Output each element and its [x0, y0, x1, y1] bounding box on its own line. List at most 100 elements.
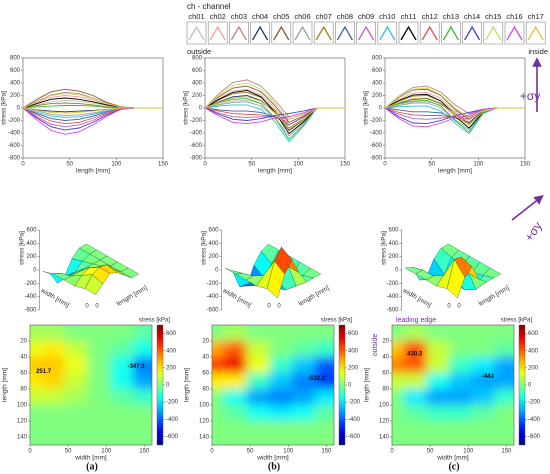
heatmap-cell — [41, 421, 65, 445]
heatmap-cell — [41, 325, 65, 342]
y-tick-label: 100 — [17, 403, 28, 409]
heatmap-cells — [212, 325, 334, 445]
heatmap-cell — [246, 325, 270, 342]
heatmap-cell — [494, 389, 514, 406]
heatmap-cell — [472, 373, 496, 390]
z-tick-label: 400 — [208, 241, 219, 247]
legend-label: ch07 — [316, 12, 332, 21]
heatmap-cell — [403, 357, 427, 374]
z-tick-label: 200 — [388, 254, 399, 260]
heatmap-cell — [292, 421, 316, 445]
z-axis-label: stress [kPa] — [381, 231, 388, 265]
annotation: +σy — [520, 89, 540, 103]
colorbar-tick-label: 0 — [348, 383, 352, 389]
legend-label: ch08 — [337, 12, 353, 21]
heatmap-cell — [132, 389, 152, 406]
x-axis-label: width [mm] — [436, 455, 469, 462]
heatmap-cell — [472, 389, 496, 406]
y-tick-label: -800 — [190, 156, 203, 162]
surface-patch — [446, 258, 465, 299]
legend-swatch — [400, 25, 417, 41]
y-tick-label: 60 — [20, 371, 27, 377]
heatmap-cell — [87, 341, 111, 358]
z-tick-label: -400 — [24, 294, 37, 300]
colorbar-tick-label: -200 — [528, 400, 541, 406]
heatmap-cell — [246, 357, 270, 374]
legend-label: ch16 — [506, 12, 522, 21]
heatmap-cell — [494, 421, 514, 445]
heatmap-cell — [87, 357, 111, 374]
heatmap-cell — [472, 421, 496, 445]
legend-label: ch13 — [443, 12, 459, 21]
x-tick-label: 0 — [28, 449, 32, 455]
heatmap-cell — [110, 389, 134, 406]
legend-title: ch - channel — [187, 2, 231, 11]
heatmap-cell — [223, 373, 247, 390]
y-tick-label: 0 — [95, 304, 99, 310]
z-axis-label: stress [kPa] — [19, 231, 26, 265]
colorbar — [156, 324, 164, 446]
legend-box — [229, 21, 249, 45]
heatmap-cell — [392, 357, 404, 374]
x-tick-label: 150 — [520, 162, 531, 168]
heatmap-cell — [110, 421, 134, 445]
y-axis-label: length [mm] — [116, 285, 149, 308]
legend-swatch — [336, 25, 353, 41]
heatmap-cell — [426, 357, 450, 374]
heatmap-cell — [426, 405, 450, 422]
colorbar-title: stress [kPa] — [321, 318, 353, 324]
heatmap-cell — [403, 389, 427, 406]
series-line — [22, 107, 163, 135]
y-axis-label: length [mm] — [364, 368, 371, 402]
x-tick-label: 150 — [340, 162, 351, 168]
heatmap-cell — [392, 341, 404, 358]
y-tick-label: -200 — [370, 118, 383, 124]
legend-box — [419, 21, 440, 45]
z-tick-label: -400 — [386, 294, 399, 300]
heatmap-cell — [269, 405, 293, 422]
legend-left-note: outside — [187, 47, 211, 56]
legend-swatch — [421, 25, 438, 41]
series-line — [204, 107, 345, 121]
x-tick-label: 100 — [473, 162, 484, 168]
series-line — [204, 96, 345, 130]
heatmap-cell — [494, 341, 514, 358]
heatmap-cell — [449, 341, 473, 358]
heatmap-cell — [223, 421, 247, 445]
y-tick-label: -800 — [8, 156, 21, 162]
y-tick-label: 200 — [10, 93, 21, 99]
x-axis-label: length [mm] — [438, 168, 472, 175]
y-axis-label: length [mm] — [184, 368, 191, 402]
y-tick-label: 140 — [199, 435, 210, 441]
series-line — [384, 87, 525, 119]
heatmap-cell — [64, 325, 88, 342]
value-annotation: -443 — [482, 374, 495, 380]
heatmap-cell — [41, 357, 65, 374]
x-tick-label: 0 — [203, 162, 207, 168]
legend-box — [271, 21, 292, 45]
y-axis-label: length [mm] — [2, 368, 9, 402]
x-axis-label: width [mm] — [401, 287, 433, 309]
legend-box — [335, 21, 355, 45]
colorbar-tick-label: 200 — [528, 365, 539, 371]
heatmap-cell — [403, 421, 427, 445]
heatmap-cell — [494, 357, 514, 374]
heatmap-cell — [64, 357, 88, 374]
y-tick-label: 800 — [372, 56, 383, 62]
heatmap-cell — [30, 357, 42, 374]
heatmap-cell — [314, 389, 334, 406]
z-tick-label: -200 — [24, 281, 37, 287]
heatmap-cell — [30, 389, 42, 406]
y-tick-label: 60 — [202, 371, 209, 377]
series-line — [384, 107, 525, 128]
heatmap-cell — [246, 389, 270, 406]
heatmap-cell — [449, 373, 473, 390]
heatmap-cell — [110, 341, 134, 358]
y-tick-label: 100 — [379, 403, 390, 409]
x-tick-label: 50 — [65, 449, 72, 455]
heatmap-cell — [132, 357, 152, 374]
legend-swatch — [442, 25, 459, 41]
legend-box — [504, 21, 525, 45]
heatmap-cell — [292, 373, 316, 390]
heatmap-cell — [223, 389, 247, 406]
